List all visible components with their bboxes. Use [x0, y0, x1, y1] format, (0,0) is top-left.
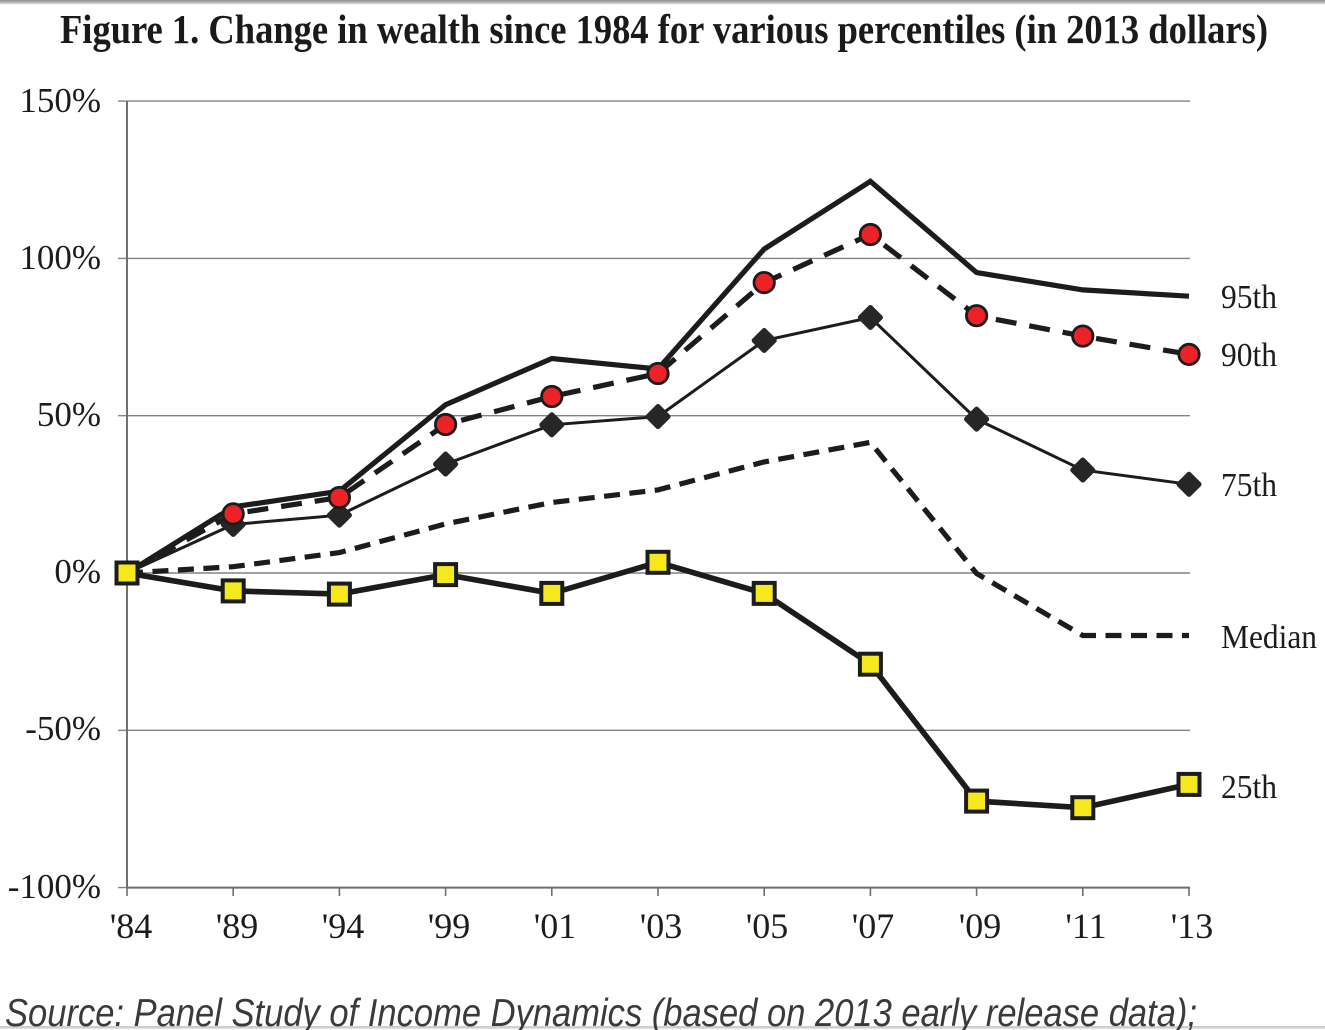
svg-text:'07: '07 — [852, 906, 895, 946]
svg-text:'94: '94 — [322, 906, 365, 946]
svg-text:Figure 1. Change in wealth sin: Figure 1. Change in wealth since 1984 fo… — [60, 6, 1268, 52]
svg-text:-50%: -50% — [25, 709, 101, 748]
svg-text:-100%: -100% — [8, 867, 101, 906]
svg-text:'11: '11 — [1065, 906, 1106, 946]
svg-text:'09: '09 — [959, 906, 1002, 946]
svg-text:100%: 100% — [19, 238, 101, 277]
svg-text:'05: '05 — [746, 906, 789, 946]
svg-text:50%: 50% — [37, 395, 101, 434]
svg-text:'89: '89 — [216, 906, 259, 946]
svg-text:'01: '01 — [534, 906, 577, 946]
svg-text:25th: 25th — [1221, 769, 1277, 806]
svg-text:150%: 150% — [19, 81, 101, 120]
svg-text:'84: '84 — [110, 906, 153, 946]
svg-text:0%: 0% — [54, 552, 101, 591]
svg-text:95th: 95th — [1221, 279, 1277, 316]
svg-text:'99: '99 — [428, 906, 471, 946]
svg-text:90th: 90th — [1221, 337, 1277, 374]
svg-text:'03: '03 — [640, 906, 683, 946]
svg-text:Median: Median — [1221, 619, 1317, 656]
svg-text:75th: 75th — [1221, 467, 1277, 504]
svg-text:'13: '13 — [1171, 906, 1214, 946]
svg-text:Source: Panel Study of Income: Source: Panel Study of Income Dynamics (… — [5, 992, 1197, 1030]
